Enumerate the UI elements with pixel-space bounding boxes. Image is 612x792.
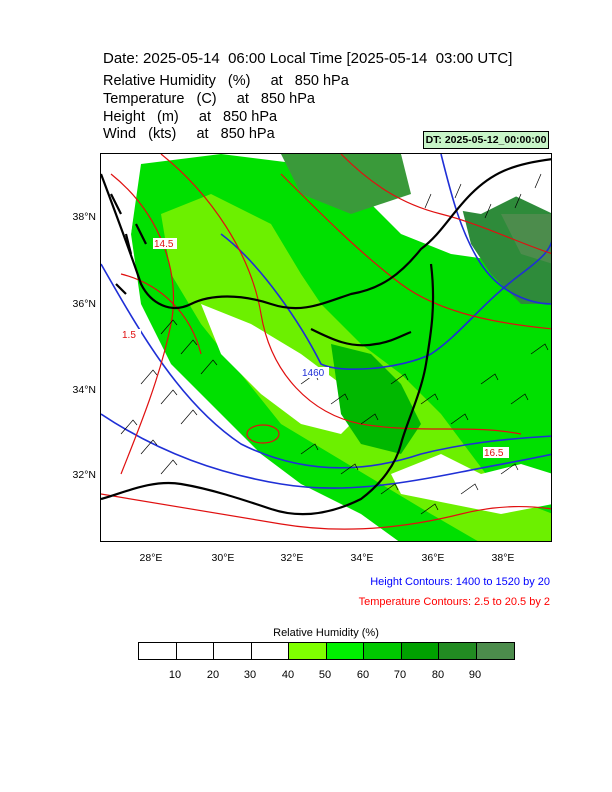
coastlines — [101, 158, 551, 516]
lon-label-38: 38°E — [491, 552, 515, 564]
variable-line-wind: Wind (kts) at 850 hPa — [103, 126, 275, 142]
colorbar-tick: 20 — [206, 669, 220, 681]
colorbar-cell — [439, 643, 477, 659]
colorbar-tick: 70 — [393, 669, 407, 681]
lon-label-30: 30°E — [211, 552, 235, 564]
lat-label-32: 32°N — [72, 469, 96, 481]
variable-line-temp: Temperature (C) at 850 hPa — [103, 91, 315, 107]
colorbar-cell — [139, 643, 177, 659]
lon-label-32: 32°E — [280, 552, 304, 564]
colorbar-cell — [176, 643, 214, 659]
contour-labels: 1460 14.5 1.5 16.5 — [121, 238, 509, 459]
colorbar-tick: 80 — [431, 669, 445, 681]
dt-badge: DT: 2025-05-12_00:00:00 — [423, 131, 549, 149]
map-title: Date: 2025-05-14 06:00 Local Time [2025-… — [103, 50, 513, 67]
weather-map: 1460 14.5 1.5 16.5 — [100, 153, 552, 542]
height-contours-note: Height Contours: 1400 to 1520 by 20 — [370, 576, 550, 588]
colorbar-cell — [401, 643, 439, 659]
colorbar-cell — [289, 643, 327, 659]
lat-label-36: 36°N — [72, 298, 96, 310]
variable-line-height: Height (m) at 850 hPa — [103, 109, 278, 125]
rh-region-dry-west — [101, 154, 141, 354]
colorbar-cell — [214, 643, 252, 659]
temp-contour-label-north: 14.5 — [154, 239, 174, 250]
colorbar-tick: 10 — [168, 669, 182, 681]
temp-contour-label-west: 1.5 — [122, 330, 136, 341]
colorbar-tick: 40 — [281, 669, 295, 681]
lon-label-28: 28°E — [139, 552, 163, 564]
rh-region-70 — [331, 344, 421, 454]
height-contours — [101, 154, 551, 489]
rh-region-dry-south — [391, 454, 551, 514]
rh-region-north — [281, 154, 411, 214]
lat-label-34: 34°N — [72, 384, 96, 396]
temp-contour-label-east: 16.5 — [484, 448, 504, 459]
colorbar-tick: 50 — [318, 669, 332, 681]
wind-barbs — [120, 173, 549, 515]
temperature-contours — [101, 154, 551, 530]
lon-label-34: 34°E — [350, 552, 374, 564]
rh-region-90 — [501, 214, 551, 264]
map-canvas: 1460 14.5 1.5 16.5 — [101, 154, 551, 541]
lon-label-36: 36°E — [421, 552, 445, 564]
colorbar-tick: 90 — [468, 669, 482, 681]
height-contour-label: 1460 — [302, 368, 325, 379]
colorbar-cell — [251, 643, 289, 659]
colorbar-tick: 30 — [243, 669, 257, 681]
variable-line-rh: Relative Humidity (%) at 850 hPa — [103, 73, 349, 89]
temperature-contours-note: Temperature Contours: 2.5 to 20.5 by 2 — [358, 596, 550, 608]
colorbar-tick: 60 — [356, 669, 370, 681]
colorbar-cell — [364, 643, 402, 659]
colorbar-title: Relative Humidity (%) — [273, 627, 379, 639]
lat-label-38: 38°N — [72, 211, 96, 223]
colorbar-cell — [476, 643, 514, 659]
colorbar — [138, 642, 515, 660]
colorbar-cell — [326, 643, 364, 659]
